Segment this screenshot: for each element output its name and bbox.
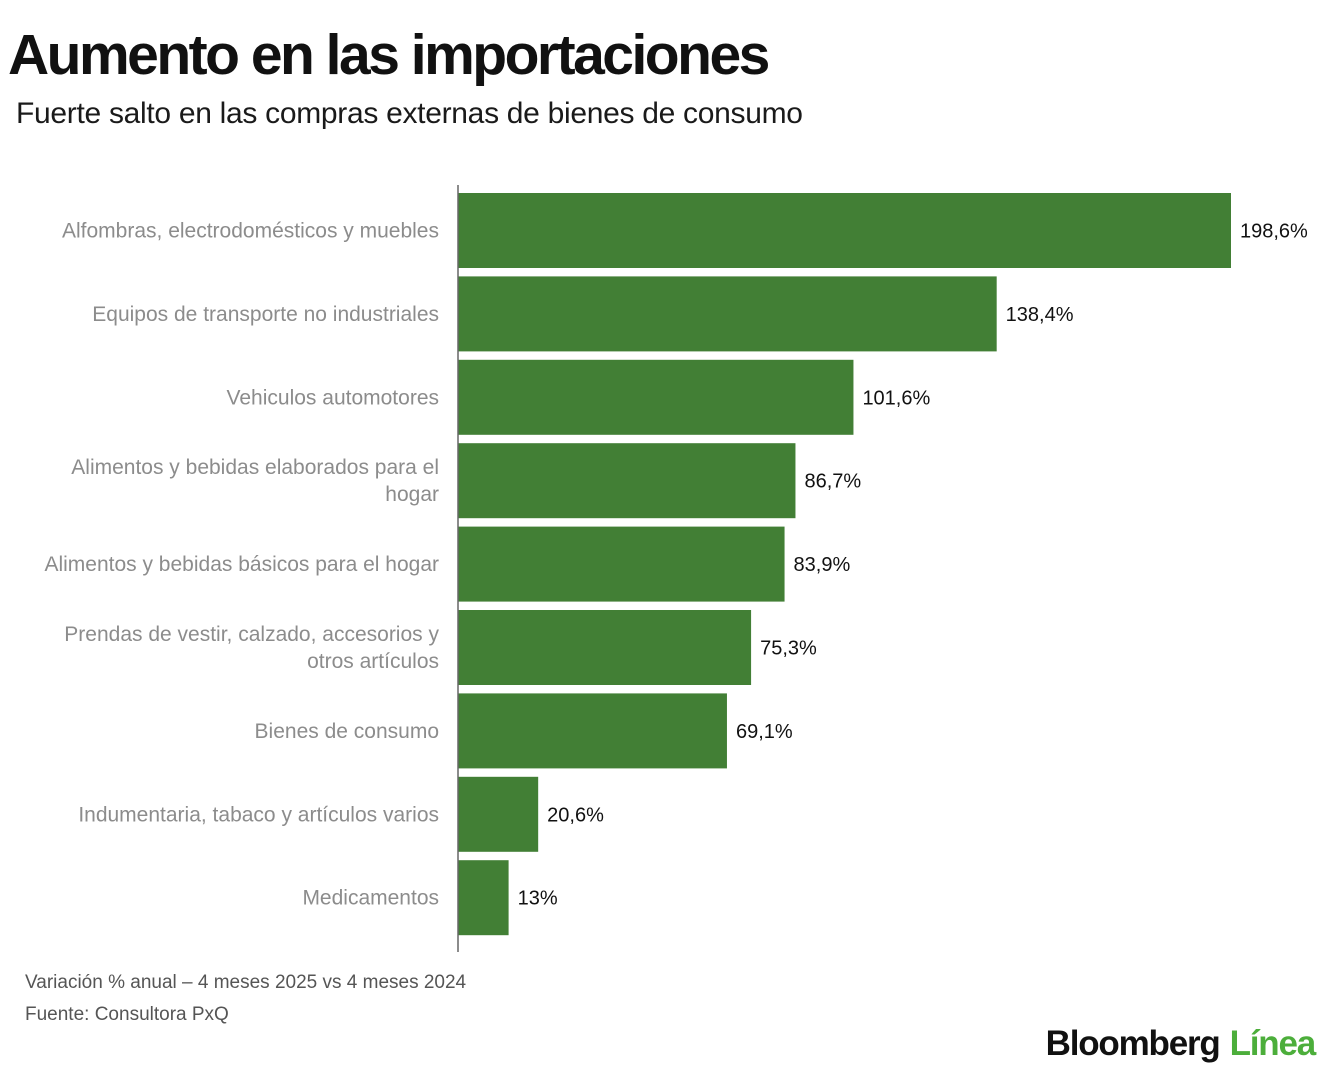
chart-subtitle: Fuerte salto en las compras externas de … [16, 97, 803, 130]
chart-title: Aumento en las importaciones [8, 23, 770, 87]
value-label-5: 83,9% [794, 554, 851, 576]
value-label-8: 20,6% [547, 804, 604, 826]
value-labels-group: 198,6% 138,4% 101,6% 86,7% 83,9% 75,3% 69,1% 20… [518, 221, 1308, 910]
bar-2 [458, 276, 997, 352]
value-label-9: 13% [518, 888, 558, 910]
bar-1 [458, 193, 1231, 268]
footnote-source: Fuente: Consultora PxQ [25, 1004, 229, 1025]
category-label-2: Equipos de transporte no industriales [92, 303, 439, 326]
value-label-6: 75,3% [760, 638, 817, 660]
category-labels-group: Alfombras, electrodomésticos y muebles Eq… [44, 220, 439, 910]
bar-7 [458, 693, 727, 769]
category-label-4: Alimentos y bebidas elaborados para el ho… [71, 456, 439, 506]
value-label-3: 101,6% [862, 387, 930, 409]
logo-product: Línea [1229, 1024, 1317, 1063]
bar-4 [458, 443, 796, 519]
value-label-4: 86,7% [804, 471, 861, 493]
category-label-3: Vehiculos automotores [227, 386, 439, 409]
value-label-7: 69,1% [736, 721, 793, 743]
bar-5 [458, 526, 785, 602]
category-label-6: Prendas de vestir, calzado, accesorios y… [64, 623, 439, 673]
bar-9 [458, 860, 509, 936]
value-label-1: 198,6% [1240, 221, 1308, 243]
bar-chart: Alfombras, electrodomésticos y muebles Eq… [44, 185, 1308, 952]
bar-3 [458, 359, 854, 435]
category-label-8: Indumentaria, tabaco y artículos varios [78, 803, 439, 826]
bars-group [458, 193, 1231, 936]
bloomberg-linea-logo: Bloomberg Línea [1045, 1024, 1317, 1064]
category-label-1: Alfombras, electrodomésticos y muebles [62, 220, 439, 243]
category-label-7: Bienes de consumo [255, 720, 439, 743]
value-label-2: 138,4% [1006, 304, 1074, 326]
category-label-9: Medicamentos [302, 887, 439, 910]
logo-brand: Bloomberg [1045, 1024, 1221, 1063]
category-label-5: Alimentos y bebidas básicos para el hoga… [44, 553, 439, 576]
bar-8 [458, 776, 539, 852]
bar-6 [458, 610, 752, 685]
footnote-variation: Variación % anual – 4 meses 2025 vs 4 me… [25, 972, 467, 993]
